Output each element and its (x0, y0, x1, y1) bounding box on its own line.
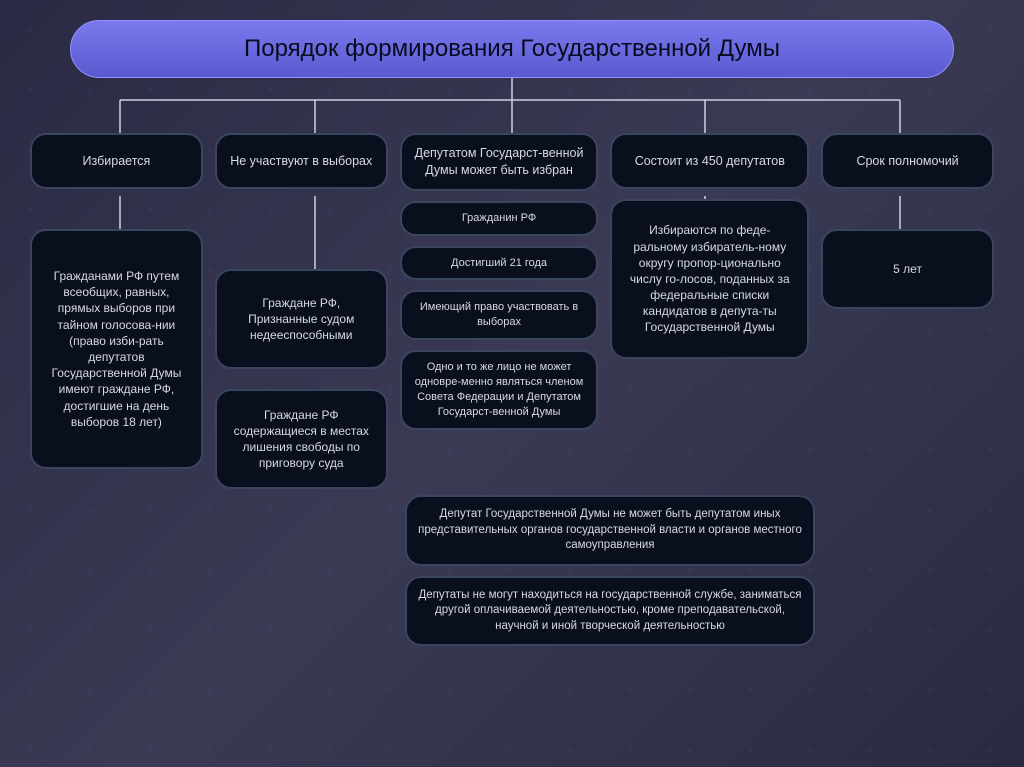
col3-header: Депутатом Государст-венной Думы может бы… (400, 133, 599, 191)
col5-header: Срок полномочий (821, 133, 994, 189)
col3-r3: Имеющий право участвовать в выборах (400, 290, 599, 340)
col1-header: Избирается (30, 133, 203, 189)
bottom-note-1: Депутат Государственной Думы не может бы… (405, 495, 815, 566)
col1-body: Гражданами РФ путем всеобщих, равных, пр… (30, 229, 203, 469)
col3-r1: Гражданин РФ (400, 201, 599, 236)
col-composition: Состоит из 450 депутатов Избираются по ф… (610, 133, 809, 489)
bottom-note-2: Депутаты не могут находиться на государс… (405, 576, 815, 647)
col4-header: Состоит из 450 депутатов (610, 133, 809, 189)
col5-body: 5 лет (821, 229, 994, 309)
col-elected: Избирается Гражданами РФ путем всеобщих,… (30, 133, 203, 489)
columns-row: Избирается Гражданами РФ путем всеобщих,… (30, 133, 994, 489)
col2-body2: Граждане РФ содержащиеся в местах лишени… (215, 389, 388, 489)
bottom-notes: Депутат Государственной Думы не может бы… (405, 495, 815, 646)
col2-body1: Граждане РФ, Признанные судом недееспосо… (215, 269, 388, 369)
col-term: Срок полномочий 5 лет (821, 133, 994, 489)
diagram-title: Порядок формирования Государственной Дум… (70, 20, 954, 78)
col-not-participate: Не участвуют в выборах Граждане РФ, Приз… (215, 133, 388, 489)
col2-header: Не участвуют в выборах (215, 133, 388, 189)
col4-body: Избираются по феде-ральному избиратель-н… (610, 199, 809, 359)
col3-r2: Достигший 21 года (400, 246, 599, 281)
col3-r4: Одно и то же лицо не может одновре-менно… (400, 350, 599, 429)
col-deputy-requirements: Депутатом Государст-венной Думы может бы… (400, 133, 599, 489)
